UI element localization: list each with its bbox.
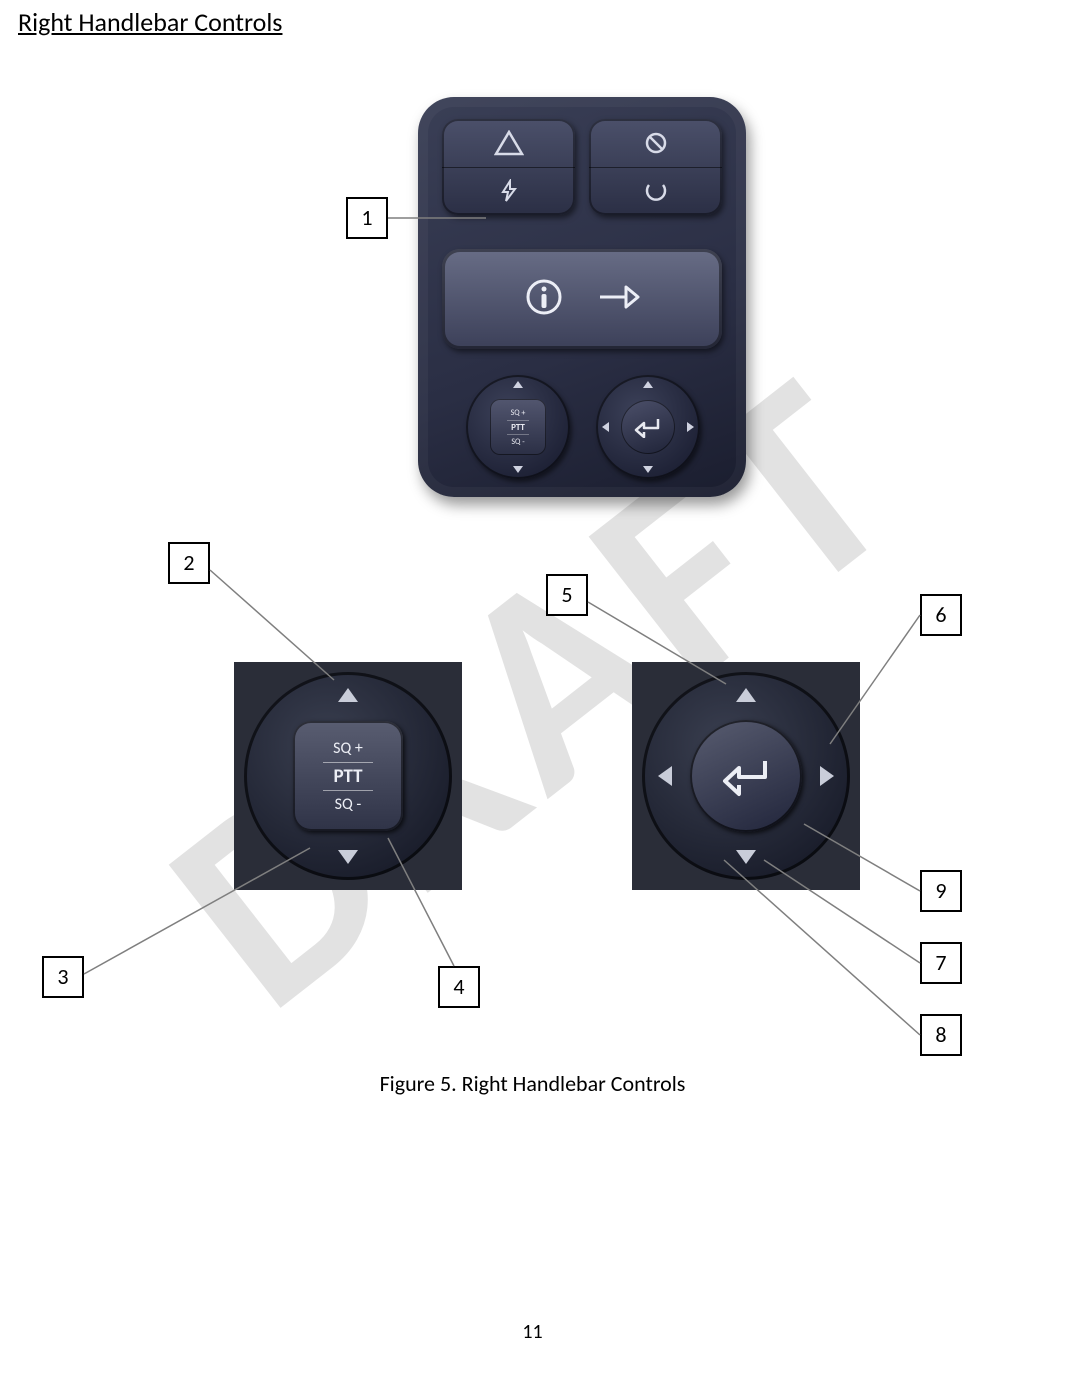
leader-5	[588, 602, 726, 684]
leader-6	[830, 615, 920, 744]
leader-2	[210, 570, 334, 680]
leader-7	[764, 860, 920, 963]
leader-lines	[0, 0, 1065, 1380]
leader-8	[724, 860, 920, 1035]
leader-4	[388, 838, 454, 966]
leader-3	[84, 848, 310, 974]
leader-9	[804, 824, 920, 891]
